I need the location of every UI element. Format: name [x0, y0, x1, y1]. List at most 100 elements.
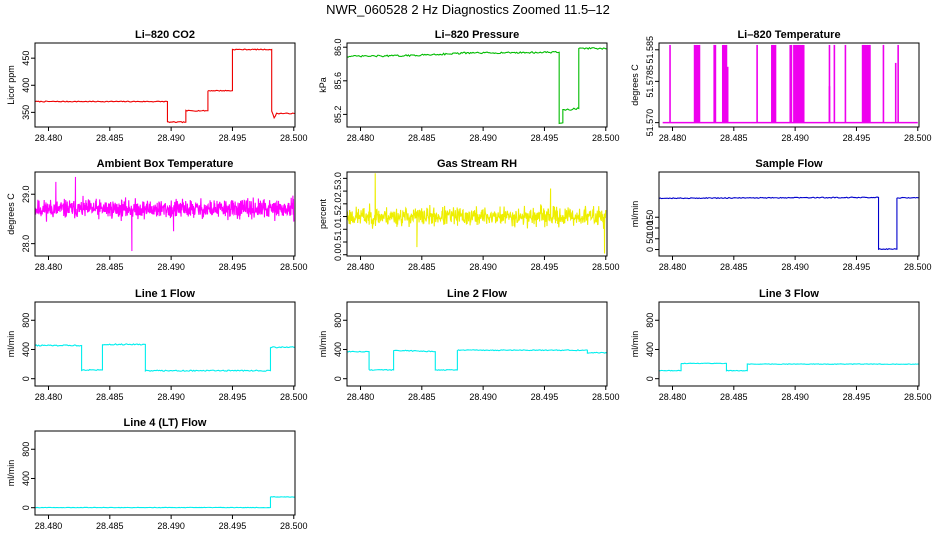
series-line — [346, 349, 608, 371]
y-tick-label: 0 — [21, 505, 31, 510]
y-axis-label: percent — [318, 198, 328, 229]
chart-panel: Line 2 Flow 28.480 28.485 28.490 28.495 28.50… — [318, 288, 620, 402]
y-tick-label: 400 — [645, 342, 655, 357]
plot-frame — [34, 301, 296, 387]
x-tick-label: 28.480 — [35, 521, 63, 531]
y-axis-label: degrees C — [630, 64, 640, 106]
y-tick-label: 350 — [21, 105, 31, 120]
y-tick-label: 86.0 — [333, 38, 343, 56]
x-tick-label: 28.500 — [904, 392, 932, 402]
chart-panel: Li–820 Pressure 28.480 28.485 28.490 28.495 2… — [318, 29, 620, 143]
y-tick-label: 800 — [645, 313, 655, 328]
x-tick-label: 28.495 — [843, 392, 871, 402]
x-tick-label: 28.495 — [531, 262, 559, 272]
plot-frame — [346, 301, 608, 387]
panel-title: Gas Stream RH — [437, 158, 517, 170]
y-axis-label: ml/min — [6, 460, 16, 487]
series-line — [34, 176, 295, 252]
x-tick-label: 28.485 — [96, 133, 124, 143]
chart-panel: Line 4 (LT) Flow 28.480 28.485 28.490 28.495… — [6, 417, 308, 531]
y-tick-label: 51.570 — [645, 109, 655, 137]
y-tick-label: 0 — [21, 376, 31, 381]
y-tick-label: 0 — [333, 376, 343, 381]
y-tick-label: 85.2 — [333, 106, 343, 124]
y-tick-label: 800 — [333, 313, 343, 328]
x-tick-label: 28.495 — [843, 133, 871, 143]
x-tick-label: 28.490 — [469, 133, 497, 143]
x-tick-label: 28.485 — [720, 392, 748, 402]
x-tick-label: 28.490 — [469, 392, 497, 402]
x-tick-label: 28.500 — [592, 133, 620, 143]
x-tick-label: 28.495 — [531, 392, 559, 402]
x-tick-label: 28.485 — [720, 262, 748, 272]
y-tick-label: 400 — [21, 342, 31, 357]
series-line — [346, 173, 607, 254]
x-tick-label: 28.490 — [157, 392, 185, 402]
x-tick-label: 28.490 — [157, 133, 185, 143]
y-tick-label: 0 — [645, 247, 655, 252]
panel-title: Li–820 Pressure — [435, 29, 519, 41]
x-tick-label: 28.485 — [408, 262, 436, 272]
panel-title: Line 4 (LT) Flow — [124, 417, 207, 429]
x-tick-label: 28.500 — [592, 392, 620, 402]
x-tick-label: 28.480 — [347, 392, 375, 402]
x-tick-label: 28.490 — [781, 262, 809, 272]
x-tick-label: 28.495 — [843, 262, 871, 272]
x-tick-label: 28.495 — [219, 262, 247, 272]
plot-frame — [658, 42, 920, 128]
y-tick-label: 0.5 — [333, 236, 343, 249]
series-line — [34, 48, 296, 124]
series-line — [658, 362, 920, 372]
x-tick-label: 28.485 — [408, 133, 436, 143]
x-tick-label: 28.485 — [408, 392, 436, 402]
chart-panel: Line 3 Flow 28.480 28.485 28.490 28.495 28.50… — [630, 288, 932, 402]
x-tick-label: 28.500 — [280, 392, 308, 402]
panels: Li–820 CO2 28.480 28.485 28.490 28.495 28.500… — [6, 29, 932, 531]
y-tick-label: 100 — [645, 220, 655, 235]
x-tick-label: 28.490 — [157, 521, 185, 531]
x-tick-label: 28.480 — [659, 133, 687, 143]
y-tick-label: 51.5785 — [645, 65, 655, 98]
x-tick-label: 28.500 — [904, 133, 932, 143]
panel-title: Ambient Box Temperature — [97, 158, 234, 170]
series-line — [658, 196, 920, 251]
series-line — [34, 343, 296, 372]
x-tick-label: 28.490 — [781, 133, 809, 143]
panel-title: Line 3 Flow — [759, 288, 819, 300]
x-tick-label: 28.500 — [904, 262, 932, 272]
y-axis-label: ml/min — [6, 331, 16, 358]
y-tick-label: 1.0 — [333, 223, 343, 236]
y-tick-label: 450 — [21, 51, 31, 66]
y-tick-label: 28.0 — [21, 235, 31, 253]
x-tick-label: 28.490 — [781, 392, 809, 402]
y-tick-label: 1.5 — [333, 210, 343, 223]
y-tick-label: 2.5 — [333, 185, 343, 198]
panel-title: Line 2 Flow — [447, 288, 507, 300]
panel-title: Line 1 Flow — [135, 288, 195, 300]
x-tick-label: 28.500 — [280, 133, 308, 143]
plot-frame — [34, 430, 296, 516]
y-tick-label: 0.0 — [333, 248, 343, 261]
y-axis-label: Licor ppm — [6, 65, 16, 105]
x-tick-label: 28.495 — [219, 133, 247, 143]
x-tick-label: 28.500 — [592, 262, 620, 272]
x-tick-label: 28.490 — [469, 262, 497, 272]
panel-title: Sample Flow — [755, 158, 823, 170]
x-tick-label: 28.495 — [219, 392, 247, 402]
plot-frame — [346, 171, 608, 257]
x-tick-label: 28.480 — [35, 133, 63, 143]
plot-frame — [34, 171, 296, 257]
chart-panel: Line 1 Flow 28.480 28.485 28.490 28.495 28.50… — [6, 288, 308, 402]
y-tick-label: 51.585 — [645, 36, 655, 64]
y-tick-label: 3.0 — [333, 172, 343, 185]
chart-panel: Gas Stream RH 28.480 28.485 28.490 28.495 28.… — [318, 158, 620, 272]
x-tick-label: 28.480 — [347, 133, 375, 143]
x-tick-label: 28.485 — [96, 521, 124, 531]
x-tick-label: 28.480 — [35, 392, 63, 402]
y-tick-label: 0 — [645, 376, 655, 381]
plot-frame — [658, 171, 920, 257]
y-tick-label: 150 — [645, 210, 655, 225]
x-tick-label: 28.495 — [531, 133, 559, 143]
y-axis-label: ml/min — [630, 331, 640, 358]
